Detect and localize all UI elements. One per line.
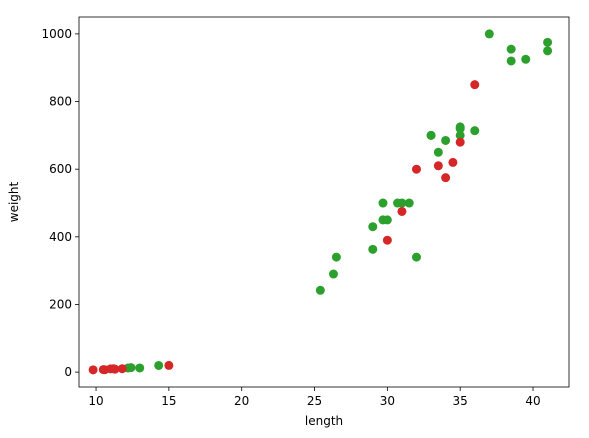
y-tick-label: 0 (64, 365, 72, 379)
x-axis-label: length (305, 414, 343, 428)
point (135, 363, 145, 373)
point (331, 252, 341, 262)
point (441, 173, 451, 183)
x-tick-label: 25 (307, 394, 322, 408)
point (543, 37, 553, 47)
point (433, 147, 443, 157)
point (315, 285, 325, 295)
point (506, 44, 516, 54)
y-tick-label: 200 (49, 297, 72, 311)
point (110, 364, 120, 374)
point (164, 360, 174, 370)
point (397, 198, 407, 208)
y-axis-label: weight (7, 181, 21, 222)
point (382, 235, 392, 245)
point (455, 130, 465, 140)
point (455, 137, 465, 147)
point (484, 29, 494, 39)
point (404, 198, 414, 208)
point (441, 135, 451, 145)
point (470, 126, 480, 136)
point (154, 360, 164, 370)
point (506, 56, 516, 66)
point (426, 130, 436, 140)
plot-frame (78, 16, 570, 388)
x-tick-label: 35 (453, 394, 468, 408)
point (328, 269, 338, 279)
y-tick-label: 1000 (41, 27, 72, 41)
point (411, 252, 421, 262)
y-tick-label: 600 (49, 162, 72, 176)
y-tick-label: 400 (49, 230, 72, 244)
point (470, 80, 480, 90)
point (411, 164, 421, 174)
point (455, 124, 465, 134)
point (368, 244, 378, 254)
x-tick-label: 20 (234, 394, 249, 408)
point (397, 206, 407, 216)
point (433, 161, 443, 171)
point (117, 364, 127, 374)
point (543, 46, 553, 56)
point (368, 222, 378, 232)
x-tick-label: 30 (380, 394, 395, 408)
x-tick-label: 15 (161, 394, 176, 408)
point (382, 215, 392, 225)
point (448, 157, 458, 167)
x-tick-label: 40 (525, 394, 540, 408)
point (378, 198, 388, 208)
y-tick-label: 800 (49, 95, 72, 109)
point (88, 365, 98, 375)
x-tick-label: 10 (88, 394, 103, 408)
point (126, 363, 136, 373)
point (521, 54, 531, 64)
